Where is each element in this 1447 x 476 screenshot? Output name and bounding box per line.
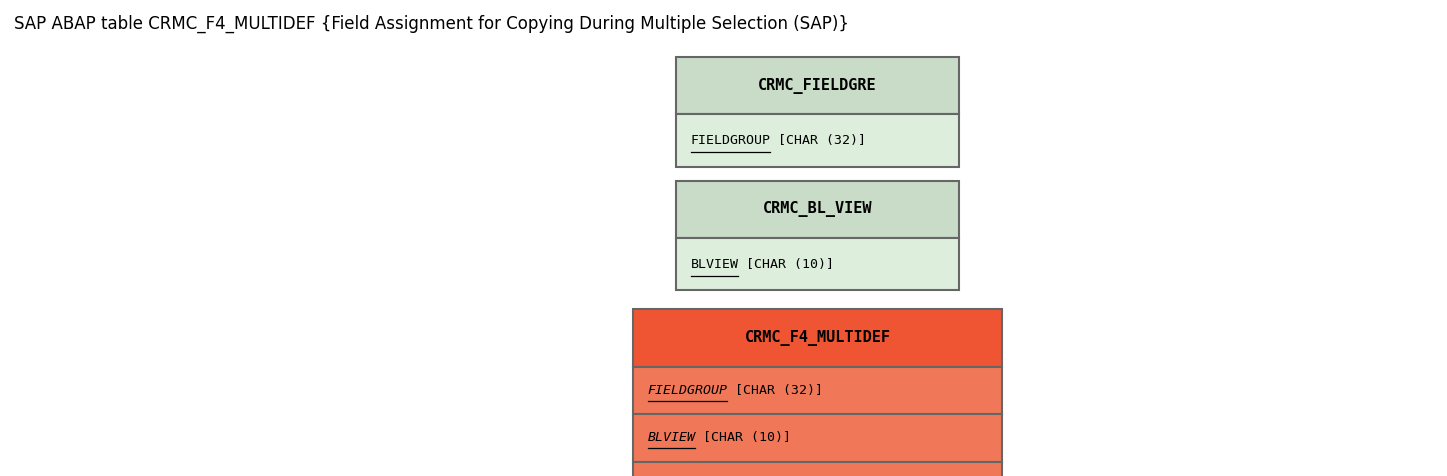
Text: [CHAR (32)]: [CHAR (32)] xyxy=(726,384,823,397)
Text: SAP ABAP table CRMC_F4_MULTIDEF {Field Assignment for Copying During Multiple Se: SAP ABAP table CRMC_F4_MULTIDEF {Field A… xyxy=(14,14,849,32)
FancyBboxPatch shape xyxy=(632,309,1001,367)
FancyBboxPatch shape xyxy=(676,57,958,114)
Text: CRMC_FIELDGRE: CRMC_FIELDGRE xyxy=(758,78,877,94)
Text: FIELDGROUP: FIELDGROUP xyxy=(690,134,771,147)
Text: [CHAR (10)]: [CHAR (10)] xyxy=(738,258,835,271)
Text: FIELDGROUP: FIELDGROUP xyxy=(647,384,728,397)
Text: [CHAR (32)]: [CHAR (32)] xyxy=(770,134,867,147)
FancyBboxPatch shape xyxy=(632,367,1001,414)
FancyBboxPatch shape xyxy=(632,462,1001,476)
FancyBboxPatch shape xyxy=(632,414,1001,462)
Text: CRMC_F4_MULTIDEF: CRMC_F4_MULTIDEF xyxy=(745,330,890,346)
Text: BLVIEW: BLVIEW xyxy=(690,258,739,271)
FancyBboxPatch shape xyxy=(676,114,958,167)
FancyBboxPatch shape xyxy=(676,181,958,238)
Text: [CHAR (10)]: [CHAR (10)] xyxy=(695,431,792,445)
FancyBboxPatch shape xyxy=(676,238,958,290)
Text: BLVIEW: BLVIEW xyxy=(647,431,696,445)
Text: CRMC_BL_VIEW: CRMC_BL_VIEW xyxy=(763,201,873,218)
